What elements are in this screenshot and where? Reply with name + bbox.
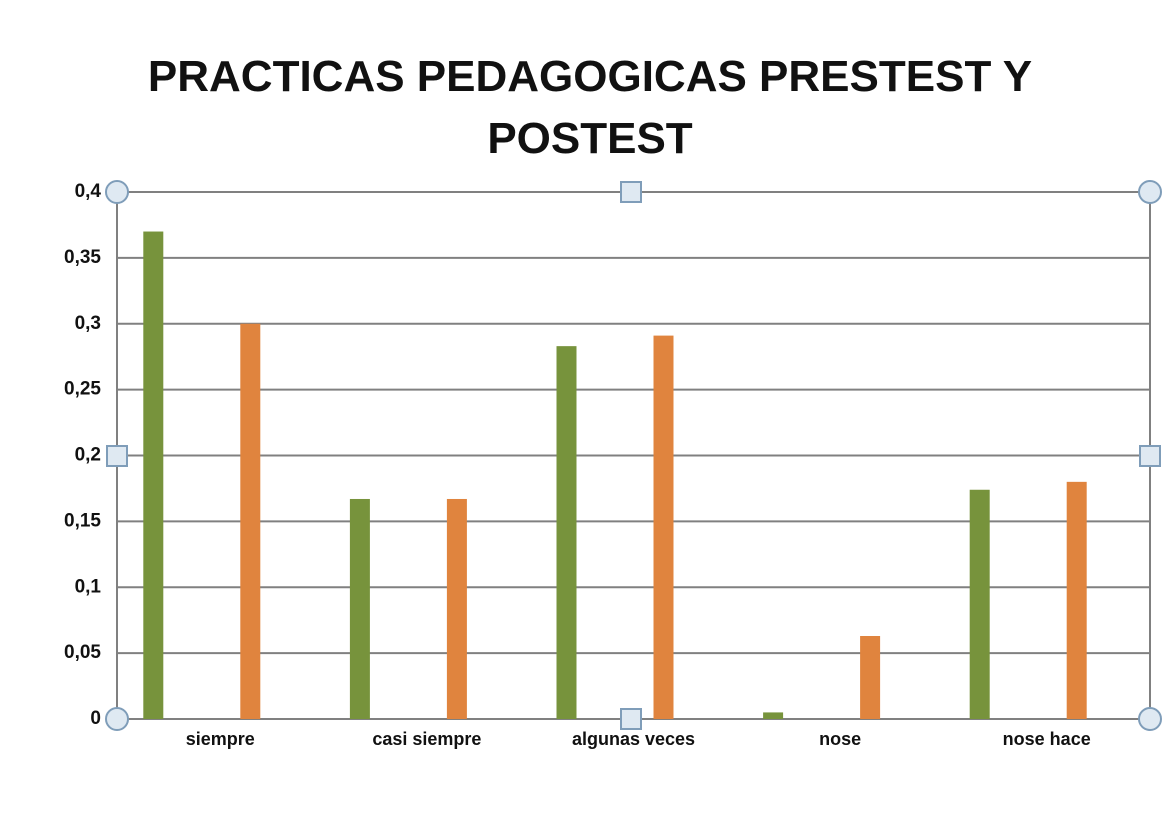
handle — [105, 707, 129, 731]
x-tick-label: algunas veces — [572, 729, 695, 749]
y-tick-label: 0,35 — [64, 247, 101, 268]
bar — [143, 231, 164, 719]
y-tick-label: 0,05 — [64, 642, 101, 663]
bar — [653, 335, 674, 719]
y-tick-label: 0,25 — [64, 379, 101, 400]
plot: 0 0,05 0,1 0,15 0,2 0,25 0,3 0,35 0,4 siempre casi… — [64, 181, 1150, 749]
bar — [446, 498, 467, 719]
y-tick-label: 0 — [90, 708, 101, 729]
selection-handles — [105, 180, 1162, 731]
y-tick-label: 0,1 — [75, 576, 102, 597]
chart-title: PRACTICAS PEDAGOGICAS PRESTEST Y POSTEST — [147, 52, 1033, 163]
bar — [860, 635, 881, 719]
handle — [620, 708, 642, 730]
handle — [106, 445, 128, 467]
x-tick-label: nose — [819, 729, 861, 749]
bar — [240, 323, 261, 719]
x-tick-label: casi siempre — [372, 729, 481, 749]
y-tick-label: 0,4 — [75, 181, 102, 202]
x-tick-label: nose hace — [1003, 729, 1091, 749]
bar — [969, 489, 990, 719]
handle — [620, 181, 642, 203]
x-tick-label: siempre — [186, 729, 255, 749]
handle — [1138, 707, 1162, 731]
bar — [1066, 481, 1087, 719]
y-tick-label: 0,2 — [75, 445, 101, 466]
handle — [105, 180, 129, 204]
handle — [1139, 445, 1161, 467]
y-tick-label: 0,3 — [75, 313, 101, 334]
handle — [1138, 180, 1162, 204]
bar — [556, 346, 577, 719]
bar — [763, 712, 784, 719]
bar — [349, 498, 370, 719]
y-tick-label: 0,15 — [64, 510, 101, 531]
